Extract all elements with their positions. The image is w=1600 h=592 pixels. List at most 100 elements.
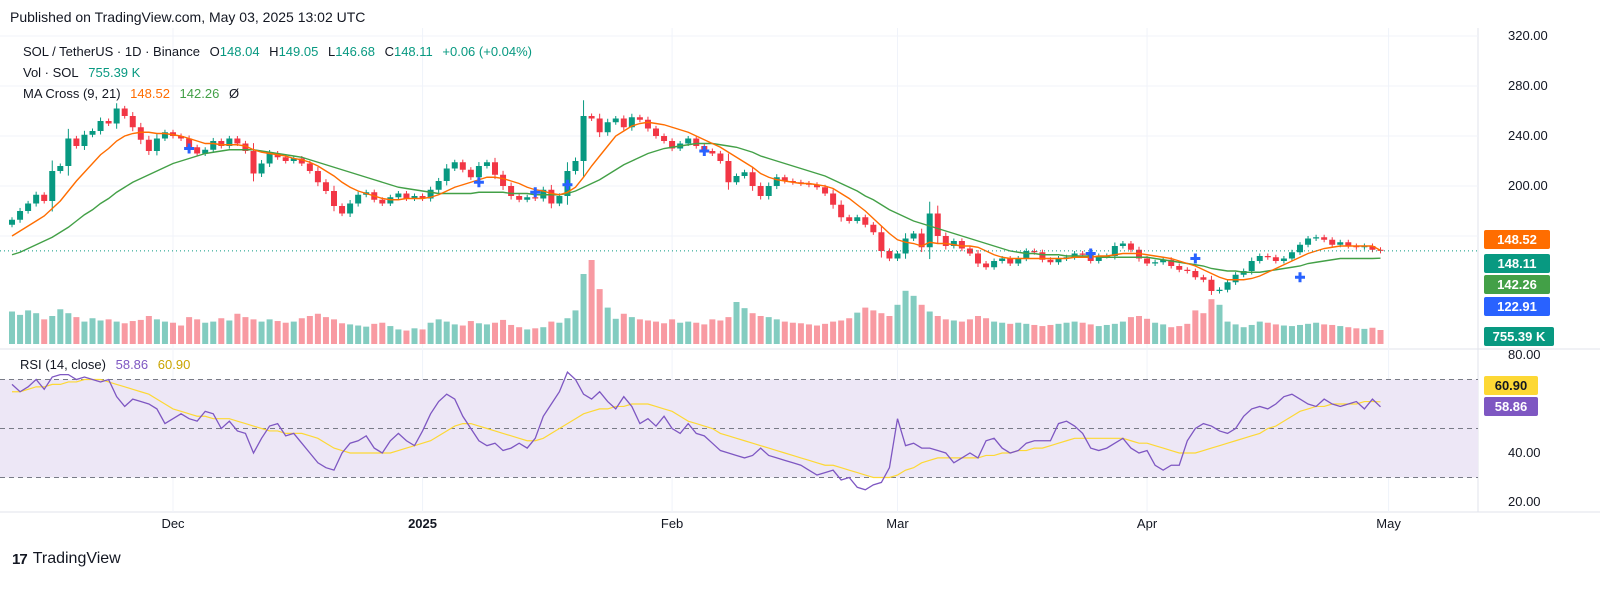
volume-bar — [363, 326, 370, 344]
candle-body — [65, 138, 72, 166]
candle-body — [870, 224, 877, 233]
volume-bar — [1321, 324, 1328, 344]
volume-bar — [1272, 324, 1279, 344]
volume-bar — [178, 325, 185, 344]
volume-bar — [403, 330, 410, 344]
candle-body — [1256, 256, 1263, 261]
tradingview-brand[interactable]: TradingView — [32, 550, 121, 567]
volume-bar — [1031, 324, 1038, 344]
volume-label[interactable]: Vol · SOL — [23, 65, 79, 80]
volume-bar — [983, 318, 990, 344]
candle-body — [781, 177, 788, 181]
candle-body — [556, 196, 563, 204]
candle-body — [451, 162, 458, 169]
volume-bar — [371, 323, 378, 344]
candle-body — [926, 213, 933, 248]
candle-body — [379, 199, 386, 204]
candle-body — [266, 153, 273, 164]
candle-body — [250, 151, 257, 174]
candle-body — [910, 233, 917, 239]
candle-body — [427, 189, 434, 199]
volume-bar — [1079, 322, 1086, 344]
candle-body — [282, 157, 289, 161]
candle-body — [1369, 246, 1376, 250]
volume-bar — [950, 320, 957, 344]
ma-label[interactable]: MA Cross (9, 21) — [23, 86, 121, 101]
ma-slow-value: 142.26 — [179, 86, 220, 101]
volume-bar — [57, 309, 64, 344]
volume-bar — [129, 321, 136, 344]
volume-bar — [749, 313, 756, 344]
volume-bar — [73, 317, 80, 344]
volume-bar — [677, 322, 684, 344]
volume-bar — [49, 316, 56, 344]
volume-bar — [902, 290, 909, 344]
volume-bar — [258, 321, 265, 344]
rsi-tag-60-90: 60.90 — [1484, 376, 1538, 395]
symbol-legend: SOL / TetherUS · 1D · Binance O148.04 H1… — [23, 44, 538, 59]
candle-body — [950, 241, 957, 246]
candle-body — [999, 258, 1006, 261]
candle-body — [580, 116, 587, 161]
candle-body — [1111, 246, 1118, 256]
candle-body — [435, 181, 442, 190]
candle-body — [1224, 282, 1231, 290]
candle-body — [1345, 242, 1352, 246]
candle-body — [693, 138, 700, 146]
candle-body — [1280, 258, 1287, 261]
volume-bar — [435, 319, 442, 344]
volume-bar — [1023, 323, 1030, 344]
volume-bar — [1103, 324, 1110, 344]
candle-body — [500, 174, 507, 186]
trading-chart[interactable]: 320.00 280.00 240.00 200.00 80.00 40.00 20.00 D… — [0, 28, 1600, 548]
candle-body — [1160, 259, 1167, 263]
candle-body — [983, 263, 990, 268]
volume-bar — [894, 304, 901, 344]
volume-bar — [620, 313, 627, 344]
volume-bar — [121, 323, 128, 344]
candle-body — [846, 217, 853, 221]
volume-bar — [355, 325, 362, 344]
candle-body — [9, 219, 15, 225]
candle-body — [121, 108, 128, 116]
candle-body — [1272, 257, 1279, 261]
candle-body — [1297, 244, 1303, 253]
volume-bar — [653, 321, 659, 344]
volume-bar — [483, 324, 490, 344]
volume-bar — [274, 321, 281, 344]
candle-body — [186, 138, 193, 148]
volume-bar — [564, 318, 571, 344]
volume-bar — [709, 319, 716, 344]
volume-bar — [918, 304, 925, 344]
ma-fast-line — [11, 121, 1381, 281]
candle-body — [403, 193, 410, 199]
candle-body — [1248, 261, 1255, 271]
symbol-info[interactable]: SOL / TetherUS · 1D · Binance — [23, 44, 201, 59]
volume-bar — [693, 322, 700, 344]
volume-bar — [1176, 326, 1183, 344]
candle-body — [1015, 258, 1022, 264]
candle-body — [854, 217, 861, 221]
volume-bar — [1337, 326, 1344, 344]
volume-bar — [1353, 328, 1360, 344]
rsi-label[interactable]: RSI (14, close) — [20, 357, 106, 372]
candle-body — [1023, 251, 1030, 259]
price-tag-142-26: 142.26 — [1484, 275, 1550, 294]
ohlc-low: L146.68 — [327, 44, 375, 59]
candle-body — [33, 194, 40, 204]
volume-bar — [685, 321, 692, 344]
volume-bar — [81, 321, 88, 344]
volume-bar — [194, 319, 201, 344]
ma-extra: Ø — [228, 86, 240, 101]
volume-bar — [999, 322, 1006, 344]
volume-bar — [1136, 316, 1142, 344]
volume-bar — [1280, 325, 1287, 344]
ma-cross-marker — [699, 146, 710, 156]
candle-body — [49, 171, 56, 201]
volume-bar — [170, 322, 176, 344]
candle-body — [1095, 256, 1102, 261]
candle-body — [210, 141, 217, 150]
volume-bar — [290, 321, 297, 344]
candle-body — [991, 261, 998, 268]
tradingview-footer: 17 TradingView — [12, 550, 121, 568]
